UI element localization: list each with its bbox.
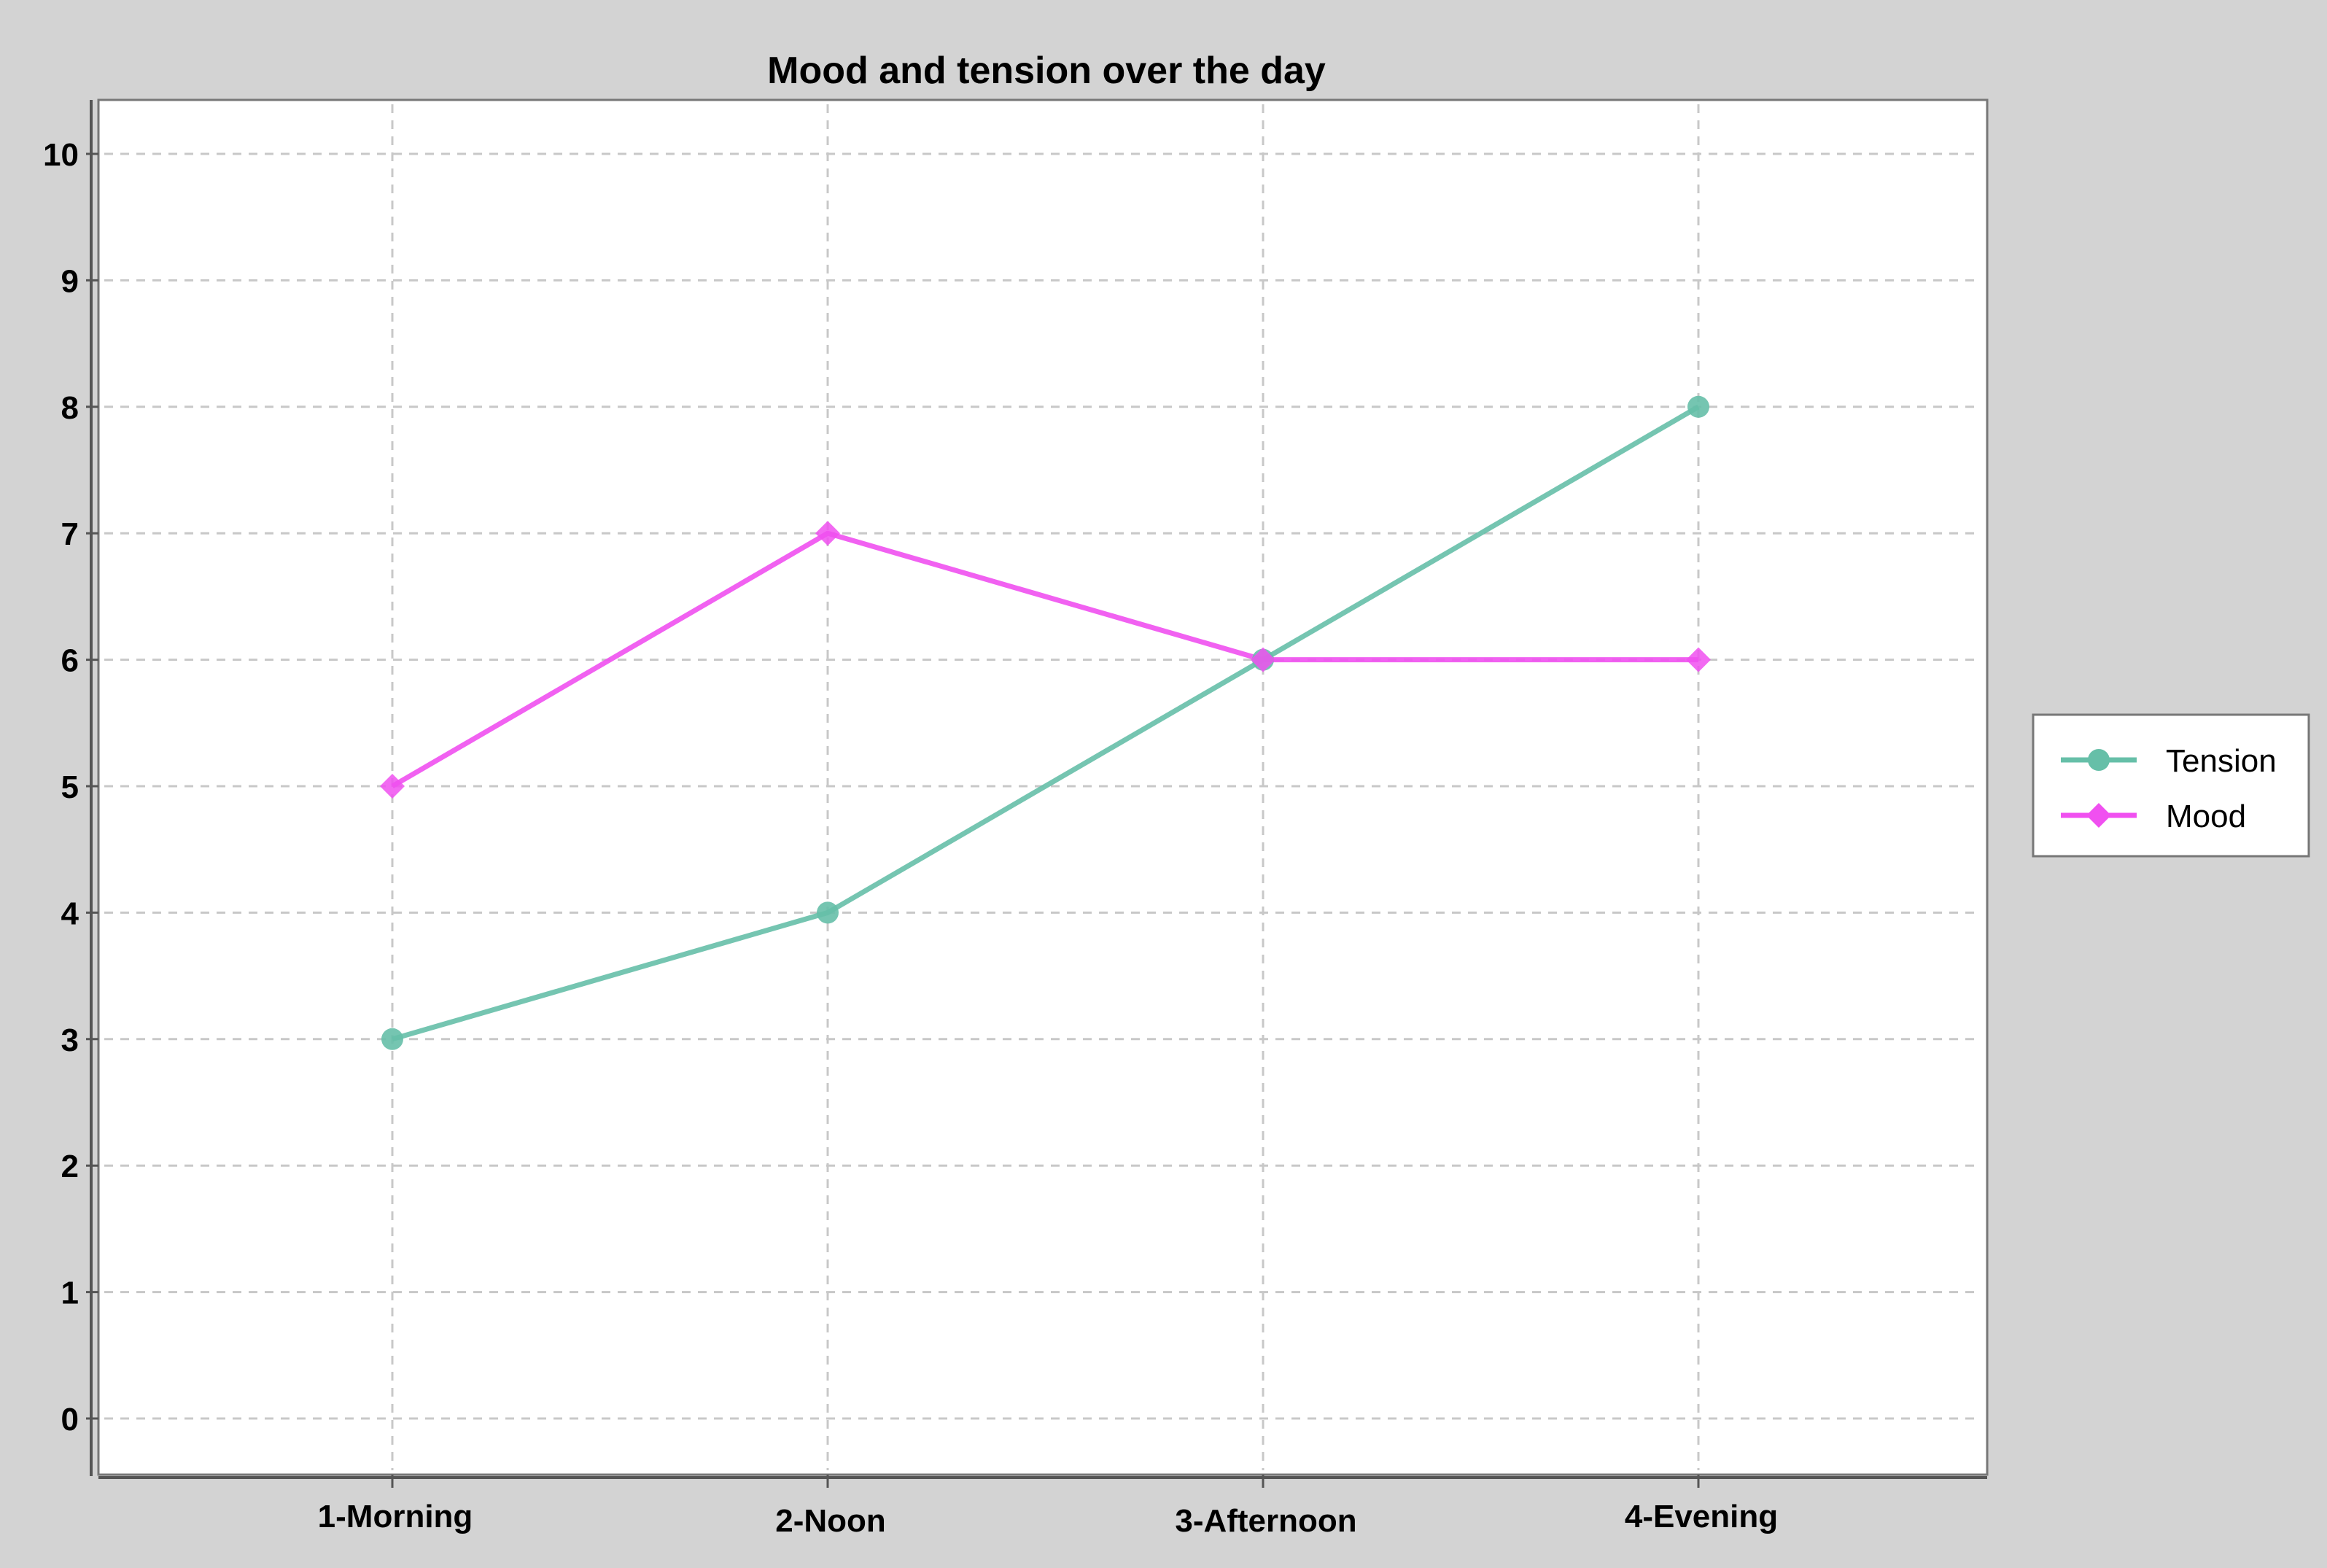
data-point-tension	[381, 1028, 403, 1050]
y-tick-label: 2	[61, 1149, 79, 1184]
data-point-tension	[1687, 395, 1709, 418]
x-tick-label: 1-Morning	[318, 1499, 473, 1534]
x-tick-label: 2-Noon	[775, 1503, 886, 1539]
legend-box	[2032, 713, 2310, 858]
legend-marker-tension	[2088, 749, 2110, 771]
series-layer	[380, 395, 1711, 1050]
x-axis-ticks: 1-Morning 2-Noon 3-Afternoon 4-Evening	[318, 1475, 1778, 1539]
y-tick-label: 8	[61, 390, 79, 426]
y-tick-label: 6	[61, 643, 79, 679]
legend-label-mood: Mood	[2166, 799, 2246, 834]
x-tick-label: 4-Evening	[1625, 1499, 1778, 1534]
series-line-tension	[392, 404, 1700, 1042]
y-tick-label: 10	[43, 137, 79, 173]
y-tick-label: 9	[61, 263, 79, 299]
data-point-mood	[1251, 647, 1275, 672]
legend-label-tension: Tension	[2166, 743, 2277, 779]
y-tick-label: 5	[61, 769, 79, 805]
data-point-mood	[380, 774, 405, 799]
data-point-mood	[815, 521, 840, 546]
y-tick-label: 3	[61, 1022, 79, 1058]
y-tick-label: 4	[61, 896, 79, 931]
y-tick-label: 0	[61, 1402, 79, 1437]
data-point-mood	[1686, 647, 1711, 672]
chart-title: Mood and tension over the day	[767, 50, 1326, 92]
legend: Tension Mood	[2032, 713, 2310, 858]
y-tick-label: 1	[61, 1276, 79, 1311]
y-tick-label: 7	[61, 516, 79, 552]
data-point-tension	[817, 901, 839, 924]
legend-marker-mood	[2086, 803, 2111, 828]
y-axis-ticks: 0 1 2 3 4 5 6 7 8 9 10	[43, 137, 98, 1437]
x-tick-label: 3-Afternoon	[1175, 1503, 1356, 1539]
series-line-mood	[391, 530, 1698, 789]
